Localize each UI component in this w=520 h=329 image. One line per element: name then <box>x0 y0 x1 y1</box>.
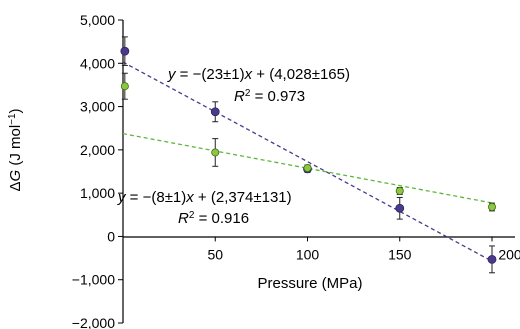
fit-lines <box>122 61 493 262</box>
data-point-1 <box>120 82 129 91</box>
data-point-0 <box>395 203 405 213</box>
y-tick-label: 3,000 <box>80 99 115 115</box>
data-point-0 <box>210 107 220 117</box>
y-tick-label: 1,000 <box>80 185 115 201</box>
fit-line-0 <box>122 61 493 262</box>
x-ticks: 50 100 150 200 <box>207 236 520 262</box>
fit-equation-green: y = −(8±1)x + (2,374±131) <box>117 189 292 206</box>
y-tick-label: 2,000 <box>80 142 115 158</box>
y-tick-label: 4,000 <box>80 55 115 71</box>
x-tick-label: 150 <box>388 246 412 262</box>
fit-annotation-purple: y = −(23±1)x + (4,028±165) R2 = 0.973 <box>167 66 350 105</box>
data-point-0 <box>120 46 130 56</box>
x-tick-label: 50 <box>207 246 223 262</box>
fit-r2-green: R2 = 0.916 <box>178 210 249 228</box>
x-axis-label: Pressure (MPa) <box>257 275 362 292</box>
y-tick-label: 0 <box>107 228 115 244</box>
y-tick-label: −1,000 <box>72 272 115 288</box>
data-point-0 <box>487 254 497 264</box>
data-point-1 <box>395 186 404 195</box>
fit-r2-purple: R2 = 0.973 <box>234 88 305 106</box>
data-point-1 <box>211 148 220 157</box>
fit-annotation-green: y = −(8±1)x + (2,374±131) R2 = 0.916 <box>117 189 292 227</box>
x-tick-label: 100 <box>296 246 320 262</box>
data-point-1 <box>303 164 312 173</box>
data-points <box>120 36 497 274</box>
y-ticks: 5,000 4,000 3,000 2,000 1,000 0 −1,000 −2,000 <box>72 12 123 329</box>
y-tick-label: −2,000 <box>72 315 115 329</box>
y-tick-label: 5,000 <box>80 12 115 28</box>
y-axis-label: ΔG (J mol−1) <box>7 108 25 191</box>
data-point-1 <box>487 202 496 211</box>
fit-equation-purple: y = −(23±1)x + (4,028±165) <box>167 66 350 83</box>
x-tick-label: 200 <box>498 246 520 262</box>
